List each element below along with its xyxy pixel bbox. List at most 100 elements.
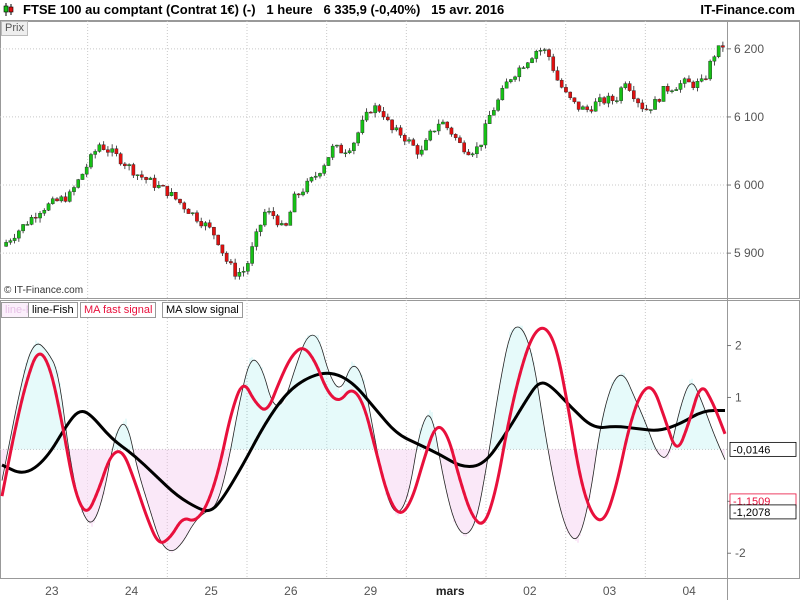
time-axis-label: 25	[204, 584, 218, 598]
candle-down	[627, 83, 632, 91]
candle-up	[419, 149, 424, 155]
candle-up	[678, 83, 683, 90]
candle-up	[305, 180, 310, 193]
candle-up	[483, 123, 488, 146]
candle-down	[271, 211, 276, 216]
candle-down	[152, 177, 157, 188]
candle-down	[402, 135, 407, 142]
candle-up	[492, 110, 496, 116]
candle-up	[674, 89, 679, 91]
time-axis-label: 23	[45, 584, 59, 598]
price-tick-label: 6 200	[734, 42, 764, 56]
candle-up	[67, 191, 72, 202]
candle-up	[470, 153, 475, 156]
price-panel-tag[interactable]: Prix	[1, 21, 28, 36]
candle-up	[653, 99, 657, 110]
candle-up	[241, 271, 246, 273]
legend-line-fish[interactable]: line-Fish	[28, 302, 78, 318]
candle-down	[602, 97, 606, 104]
candle-up	[593, 101, 598, 112]
candle-up	[25, 224, 30, 226]
candle-down	[275, 215, 280, 226]
candle-up	[237, 272, 242, 277]
candle-down	[114, 148, 119, 154]
legend-histogram[interactable]: line-Fish	[1, 302, 47, 318]
candle-up	[84, 166, 89, 175]
candle-down	[453, 134, 458, 138]
candle-up	[97, 144, 102, 152]
candle-up	[29, 217, 34, 225]
candle-up	[517, 67, 522, 78]
candle-up	[203, 222, 208, 227]
time-axis-label: 03	[603, 584, 617, 598]
time-axis-label: 24	[125, 584, 139, 598]
chart-header: FTSE 100 au comptant (Contrat 1€) (-) 1 …	[0, 0, 800, 21]
candle-up	[17, 230, 21, 239]
candle-down	[182, 202, 187, 210]
candle-down	[199, 221, 204, 227]
ma-slow-value-tag-box	[729, 504, 797, 520]
candle-up	[4, 242, 8, 247]
price-tick-label: 6 000	[734, 178, 764, 192]
candle-down	[386, 116, 390, 121]
candle-up	[509, 79, 513, 83]
candle-up	[254, 231, 259, 247]
candle-down	[369, 111, 373, 114]
candle-down	[640, 102, 645, 110]
candle-up	[534, 51, 539, 59]
ma-fast-series	[0, 326, 727, 544]
candle-down	[233, 262, 237, 277]
candle-down	[585, 106, 589, 110]
candle-up	[250, 246, 254, 264]
candle-up	[424, 139, 428, 151]
candle-down	[568, 91, 573, 98]
candle-up	[581, 106, 585, 110]
candle-up	[258, 224, 263, 232]
candle-up	[712, 56, 717, 62]
candle-down	[445, 121, 450, 129]
candle-up	[542, 49, 547, 51]
candle-down	[118, 153, 123, 165]
candle-down	[466, 151, 471, 156]
candle-down	[589, 109, 594, 112]
indicator-tick-label: 1	[735, 390, 742, 404]
brand-label: IT-Finance.com	[700, 2, 795, 17]
candle-down	[229, 261, 233, 264]
legend-ma-slow[interactable]: MA slow signal	[162, 302, 243, 318]
candle-up	[538, 49, 543, 52]
candle-up	[347, 150, 352, 153]
candle-up	[699, 78, 704, 82]
candle-up	[8, 240, 13, 243]
candle-up	[606, 95, 611, 104]
candle-down	[632, 90, 636, 100]
candle-up	[263, 211, 267, 226]
ma-slow-series	[1, 371, 725, 513]
candle-up	[352, 142, 356, 151]
candle-up	[148, 177, 153, 180]
time-axis-label: 02	[523, 584, 537, 598]
line-fish-histogram	[1, 325, 725, 553]
copyright-credit: © IT-Finance.com	[4, 285, 84, 296]
candle-up	[356, 132, 360, 144]
candle-down	[691, 81, 696, 88]
candle-down	[572, 97, 577, 103]
candle-up	[50, 198, 55, 204]
price-tick-label: 5 900	[734, 246, 764, 260]
candle-down	[144, 177, 148, 180]
candle-down	[106, 149, 110, 153]
candle-up	[708, 60, 712, 80]
legend-ma-fast[interactable]: MA fast signal	[80, 302, 157, 318]
candle-down	[377, 105, 382, 112]
current-value-tag: -0,0146	[733, 444, 770, 456]
candle-down	[665, 86, 670, 92]
candle-up	[318, 173, 322, 177]
candle-up	[335, 144, 339, 147]
candle-up	[619, 87, 623, 101]
candle-down	[576, 101, 581, 110]
candle-down	[398, 127, 403, 136]
candle-down	[186, 208, 191, 214]
candle-up	[93, 151, 97, 155]
candle-up	[80, 173, 85, 180]
candle-up	[127, 164, 131, 167]
candle-down	[178, 198, 182, 204]
